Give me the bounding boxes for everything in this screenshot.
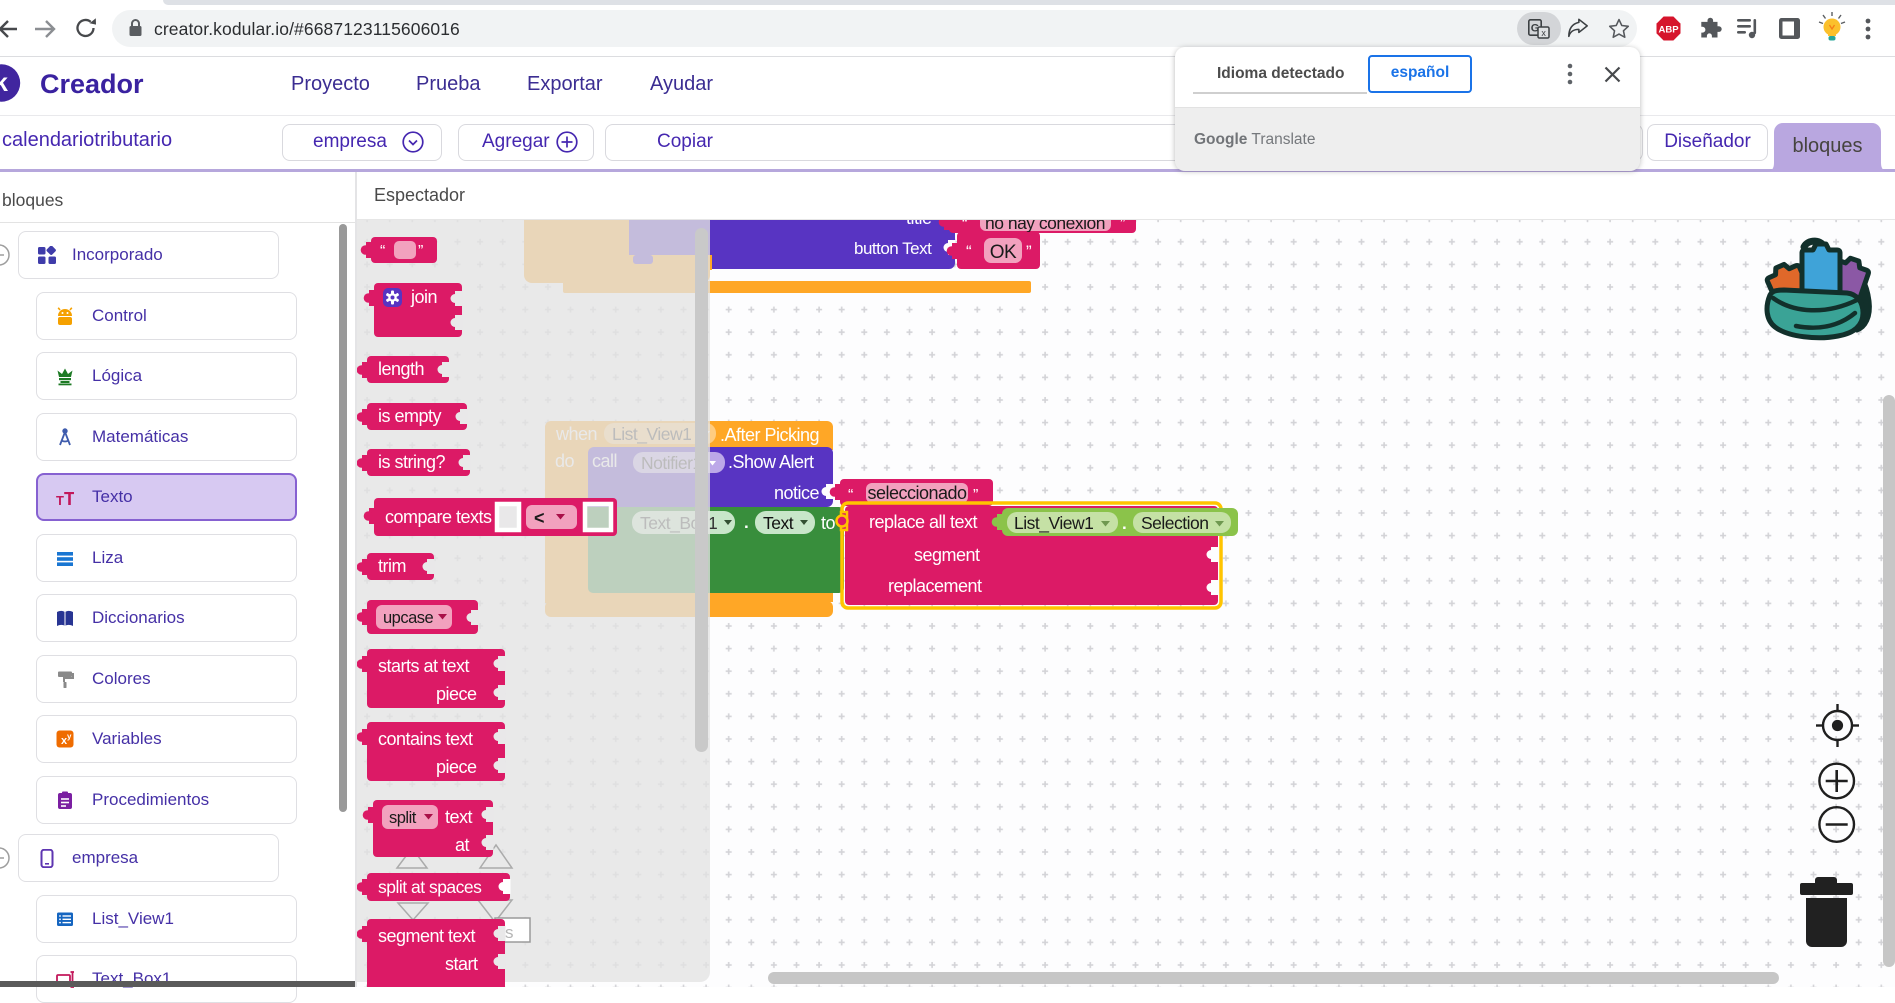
svg-text:button Text: button Text [854,239,932,258]
svg-text:“: “ [380,243,385,260]
svg-text:segment: segment [914,545,980,565]
svg-text:text: text [445,807,473,827]
svg-text:replacement: replacement [888,576,982,596]
svg-text:seleccionado: seleccionado [867,483,967,503]
svg-text:T: T [56,493,64,507]
svg-text:x: x [61,735,68,747]
svg-text:Text: Text [763,513,794,533]
svg-text:”: ” [973,487,978,504]
svg-text:“: “ [966,242,972,261]
svg-text:trim: trim [378,556,406,576]
svg-text:title: title [906,220,932,228]
svg-text:start: start [445,954,478,974]
svg-text:piece: piece [436,757,477,777]
svg-text:“: “ [848,487,853,504]
svg-text:split at spaces: split at spaces [378,877,482,897]
svg-text:Selection: Selection [1141,513,1209,533]
svg-text:segment text: segment text [378,926,476,946]
svg-text:notice: notice [774,483,820,503]
svg-text:is string?: is string? [378,452,446,472]
svg-text:OK: OK [990,242,1017,263]
svg-text:contains text: contains text [378,729,473,749]
svg-text:”: ” [418,243,423,260]
svg-text:is empty: is empty [378,406,442,426]
svg-text:split: split [389,809,417,827]
svg-text:”: ” [1120,220,1125,233]
svg-text:x: x [1541,28,1546,38]
svg-text:List_View1: List_View1 [1014,513,1093,534]
svg-text:replace all text: replace all text [869,512,978,532]
svg-text:s: s [505,923,513,942]
svg-text:join: join [410,287,437,307]
svg-text:no hay conexión: no hay conexión [985,220,1105,233]
svg-text:compare texts: compare texts [385,507,492,527]
svg-text:.: . [744,513,748,532]
svg-text:.Show Alert: .Show Alert [728,452,814,472]
svg-text:T: T [64,489,74,507]
svg-text:k: k [0,69,8,97]
svg-text:starts at text: starts at text [378,656,470,676]
svg-text:.After Picking: .After Picking [720,425,819,445]
svg-text:length: length [378,359,424,379]
svg-text:upcase: upcase [383,609,434,627]
svg-text:piece: piece [436,684,477,704]
svg-text:ABP: ABP [1658,25,1679,36]
svg-text:y: y [67,732,72,741]
svg-text:”: ” [1026,242,1032,261]
svg-text:G: G [1531,23,1540,35]
svg-text:.: . [1122,514,1126,533]
svg-text:at: at [455,835,470,855]
svg-text:to: to [821,513,836,533]
svg-text:<: < [534,508,544,528]
svg-text:“: “ [962,220,967,233]
